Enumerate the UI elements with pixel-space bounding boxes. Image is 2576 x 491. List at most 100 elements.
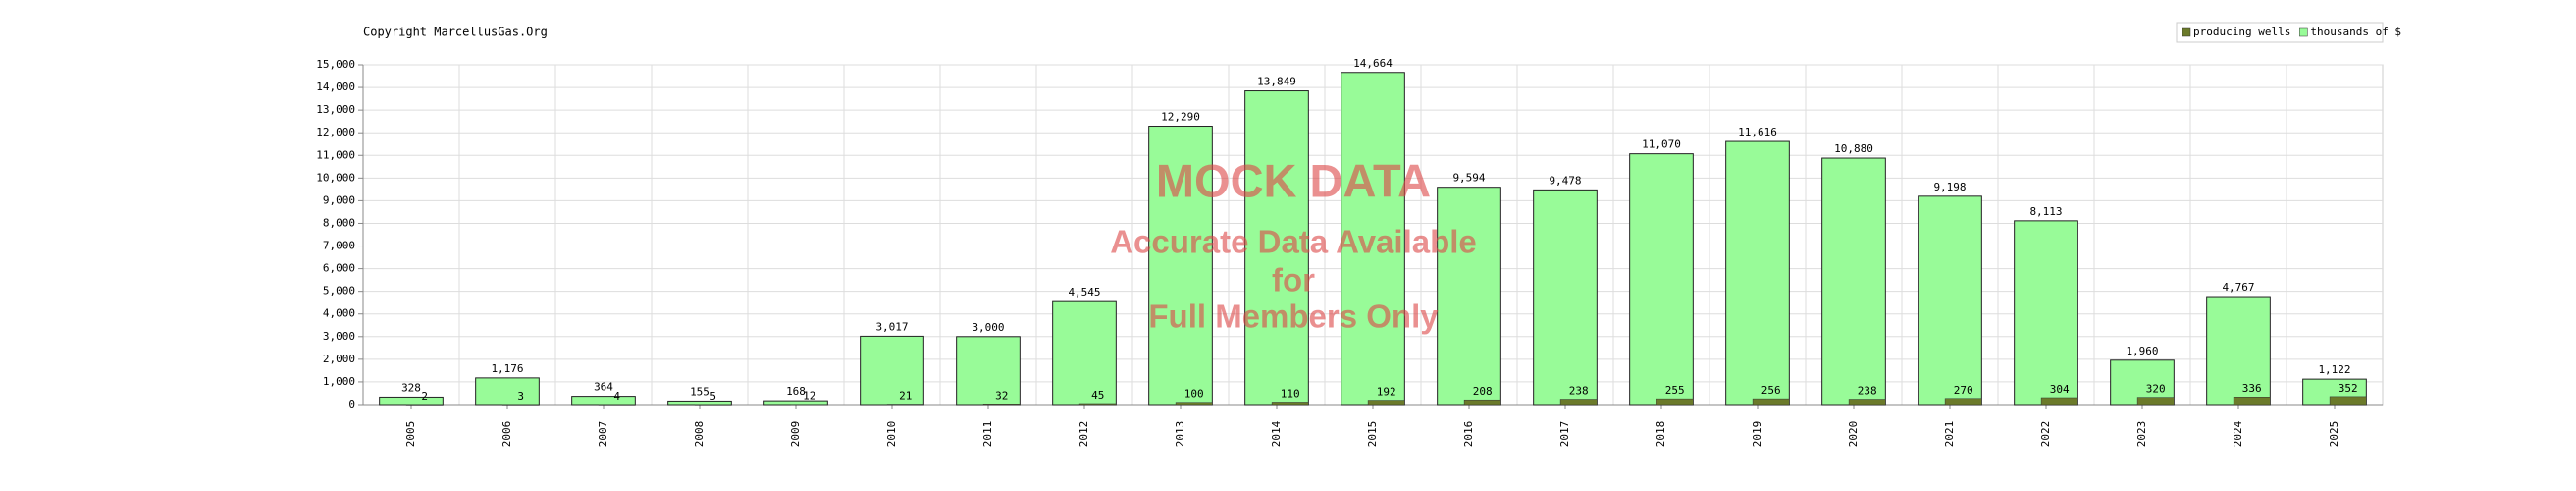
bar [2233, 396, 2271, 406]
value-label: 10,880 [1834, 142, 1873, 155]
x-tick-label: 2015 [1366, 421, 1379, 448]
value-label: 1,176 [491, 362, 523, 375]
bar [2329, 396, 2367, 406]
value-label: 8,113 [2029, 205, 2062, 218]
bar [956, 336, 1021, 406]
value-label: 45 [1091, 389, 1104, 402]
bar [1148, 126, 1213, 406]
y-tick-label: 7,000 [323, 240, 355, 252]
bar [982, 404, 1021, 406]
legend-swatch [2182, 27, 2191, 37]
bar [379, 396, 444, 406]
y-tick-label: 2,000 [323, 353, 355, 365]
value-label: 1,960 [2126, 345, 2158, 357]
bar [886, 404, 924, 406]
value-label: 364 [594, 381, 613, 394]
watermark: Full Members Only [1148, 299, 1439, 335]
legend-swatch [2299, 27, 2308, 37]
bar [1078, 403, 1117, 406]
bar [2040, 397, 2078, 406]
x-tick-label: 2007 [597, 421, 609, 448]
value-label: 4,545 [1068, 286, 1100, 299]
bar [1175, 402, 1213, 406]
value-label: 4,767 [2222, 281, 2254, 294]
bar [2206, 296, 2271, 406]
y-tick-label: 8,000 [323, 216, 355, 229]
x-tick-label: 2012 [1078, 421, 1090, 448]
value-label: 3,017 [875, 320, 908, 333]
legend-label: producing wells [2193, 26, 2290, 38]
x-tick-label: 2024 [2232, 420, 2244, 447]
x-tick-label: 2020 [1847, 421, 1860, 448]
bar [1848, 399, 1886, 406]
value-label: 21 [899, 390, 912, 403]
bar [790, 404, 828, 406]
bar [1944, 398, 1982, 406]
value-label: 336 [2242, 382, 2262, 395]
y-tick-label: 13,000 [316, 103, 355, 116]
value-label: 256 [1761, 384, 1781, 397]
value-label: 4 [613, 390, 620, 403]
bar [1752, 398, 1790, 406]
value-label: 352 [2339, 382, 2358, 395]
x-tick-label: 2025 [2328, 421, 2340, 448]
x-tick-label: 2014 [1270, 420, 1283, 447]
x-tick-label: 2005 [404, 421, 417, 448]
value-label: 3,000 [972, 321, 1004, 334]
x-tick-label: 2017 [1558, 421, 1571, 448]
bar [1656, 398, 1694, 406]
value-label: 5 [710, 390, 716, 403]
value-label: 208 [1473, 385, 1493, 398]
x-tick-label: 2006 [500, 421, 513, 448]
x-tick-label: 2018 [1655, 421, 1667, 448]
bar [598, 404, 636, 406]
y-tick-label: 11,000 [316, 148, 355, 161]
bar [1725, 140, 1790, 406]
y-tick-label: 0 [348, 398, 355, 410]
value-label: 304 [2050, 383, 2070, 396]
bar [1821, 157, 1886, 406]
value-label: 12 [803, 390, 815, 403]
value-label: 320 [2146, 383, 2166, 396]
bar [1271, 402, 1309, 406]
x-tick-label: 2011 [981, 421, 994, 448]
legend-label: thousands of $ [2310, 26, 2401, 38]
value-label: 1,122 [2318, 363, 2350, 376]
bar [2136, 397, 2175, 406]
value-label: 9,198 [1933, 181, 1966, 193]
bar [1367, 400, 1405, 406]
y-tick-label: 4,000 [323, 307, 355, 320]
watermark: MOCK DATA [1156, 154, 1431, 206]
x-tick-label: 2009 [789, 421, 802, 448]
watermark: Accurate Data Available [1110, 224, 1477, 260]
value-label: 192 [1377, 386, 1396, 399]
bar [1559, 399, 1598, 406]
value-label: 2 [421, 390, 428, 403]
x-tick-label: 2022 [2039, 421, 2052, 448]
bar [1629, 153, 1694, 406]
value-label: 255 [1665, 384, 1685, 397]
y-tick-label: 12,000 [316, 126, 355, 138]
value-label: 168 [786, 385, 806, 398]
bar [1463, 399, 1501, 406]
bar [2014, 220, 2078, 406]
bar [1437, 187, 1501, 406]
value-label: 9,478 [1549, 174, 1581, 187]
bar [763, 400, 828, 406]
value-label: 14,664 [1353, 57, 1393, 70]
value-label: 12,290 [1161, 111, 1200, 124]
x-tick-label: 2021 [1943, 421, 1956, 448]
x-tick-label: 2008 [693, 421, 706, 448]
bar [1918, 195, 1982, 406]
y-tick-label: 9,000 [323, 193, 355, 206]
value-label: 3 [517, 390, 524, 403]
y-tick-label: 3,000 [323, 330, 355, 343]
value-label: 270 [1954, 384, 1973, 397]
watermark: for [1272, 262, 1315, 299]
value-label: 11,616 [1738, 126, 1777, 138]
bar [475, 377, 540, 406]
bar [1052, 300, 1117, 406]
y-tick-label: 6,000 [323, 262, 355, 275]
y-tick-label: 1,000 [323, 375, 355, 388]
